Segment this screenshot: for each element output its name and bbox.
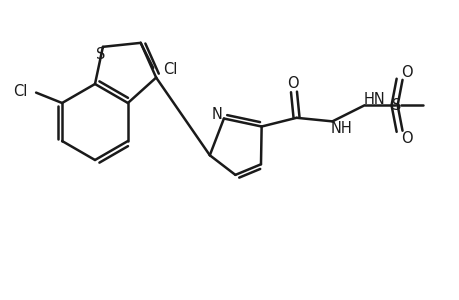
Text: O: O bbox=[400, 65, 412, 80]
Text: Cl: Cl bbox=[163, 62, 177, 77]
Text: NH: NH bbox=[330, 121, 352, 136]
Text: O: O bbox=[286, 76, 298, 92]
Text: S: S bbox=[96, 47, 106, 62]
Text: N: N bbox=[211, 107, 222, 122]
Text: S: S bbox=[391, 98, 400, 113]
Text: Cl: Cl bbox=[13, 84, 27, 99]
Text: HN: HN bbox=[363, 92, 385, 107]
Text: O: O bbox=[400, 131, 412, 146]
